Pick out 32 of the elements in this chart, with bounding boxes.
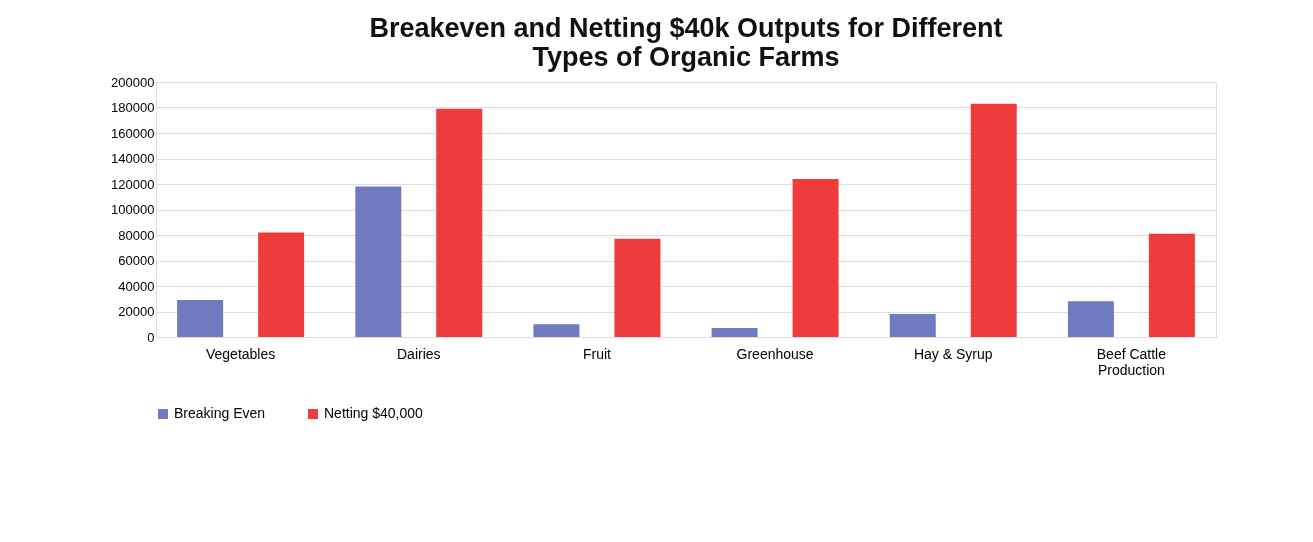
y-tick-label: 140000 xyxy=(111,151,155,166)
x-tick-label: Fruit xyxy=(582,345,612,362)
legend-label: Breaking Even xyxy=(174,405,266,421)
y-tick-label: 20000 xyxy=(118,304,155,319)
y-tick-label: 100000 xyxy=(111,202,155,217)
bar xyxy=(1148,233,1195,337)
x-tick-label: Dairies xyxy=(396,345,441,362)
y-tick-label: 60000 xyxy=(118,253,155,268)
bar xyxy=(970,103,1017,337)
y-tick-label: 120000 xyxy=(111,176,155,192)
x-tick-label: Hay & Syrup xyxy=(913,345,993,362)
bar xyxy=(614,238,661,337)
legend-label: Netting $40,000 xyxy=(324,405,424,421)
bar xyxy=(177,300,224,337)
bar xyxy=(258,232,305,337)
y-tick-label: 80000 xyxy=(118,227,155,243)
bar xyxy=(1067,301,1114,337)
bar xyxy=(533,324,580,337)
y-tick-label: 40000 xyxy=(118,278,155,294)
bar xyxy=(792,178,839,337)
bar xyxy=(355,186,402,337)
bar xyxy=(889,314,936,337)
y-tick-label: 160000 xyxy=(111,125,155,141)
x-tick-label: Greenhouse xyxy=(736,345,814,362)
bar xyxy=(711,328,758,337)
y-tick-label: 200000 xyxy=(111,74,155,90)
y-tick-label: 180000 xyxy=(111,100,155,115)
chart-title: Breakeven and Netting $40k Outputs for Different Types of Organic Farms xyxy=(369,13,1003,72)
x-tick-label: Beef Cattle Production xyxy=(1096,345,1167,378)
bar xyxy=(436,108,483,337)
y-tick-label: 0 xyxy=(147,329,155,345)
x-tick-label: Vegetables xyxy=(205,345,276,362)
